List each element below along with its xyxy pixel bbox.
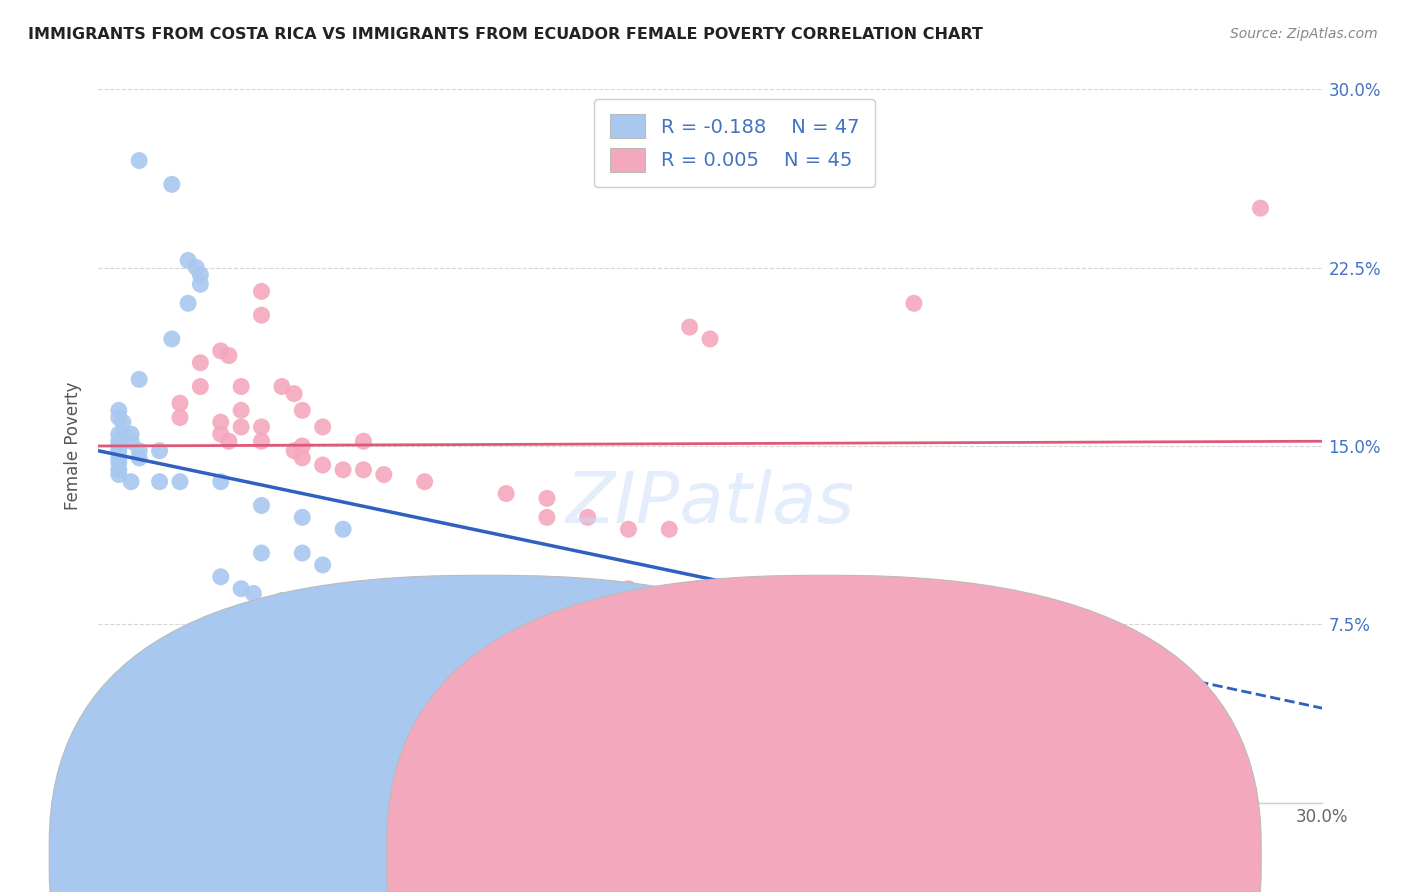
Point (903, 296, 925, 310)
Point (120, 475, 142, 489)
Point (209, 570, 232, 584)
Point (177, 253, 200, 268)
Point (209, 475, 232, 489)
Point (720, 610, 742, 624)
Point (177, 296, 200, 310)
Point (231, 403, 253, 417)
Point (332, 522, 354, 536)
Point (576, 510, 599, 524)
Point (283, 386, 305, 401)
Point (332, 463, 354, 477)
Point (283, 443, 305, 458)
Point (291, 450, 314, 465)
Point (801, 610, 824, 624)
Point (312, 558, 335, 572)
Point (413, 617, 436, 632)
Point (617, 582, 640, 596)
Point (169, 396, 191, 410)
Point (128, 443, 150, 458)
Point (108, 427, 131, 442)
Point (108, 434, 131, 449)
Point (270, 593, 294, 607)
Point (218, 434, 240, 449)
Text: Immigrants from Ecuador: Immigrants from Ecuador (844, 847, 1056, 865)
Point (352, 434, 374, 449)
Point (679, 320, 702, 334)
Point (250, 434, 273, 449)
Point (108, 456, 131, 470)
Point (250, 285, 273, 299)
Point (188, 379, 212, 393)
Point (250, 420, 273, 434)
Point (291, 439, 314, 453)
Point (120, 427, 142, 442)
Point (231, 420, 253, 434)
Point (169, 410, 191, 425)
Point (231, 582, 253, 596)
Point (699, 653, 721, 667)
Point (111, 415, 134, 429)
Point (128, 153, 150, 168)
Point (270, 379, 294, 393)
Point (332, 600, 354, 615)
Point (699, 332, 721, 346)
Point (658, 522, 681, 536)
Point (108, 403, 131, 417)
Point (965, 681, 987, 696)
Point (373, 467, 395, 482)
Point (413, 475, 436, 489)
Text: IMMIGRANTS FROM COSTA RICA VS IMMIGRANTS FROM ECUADOR FEMALE POVERTY CORRELATION: IMMIGRANTS FROM COSTA RICA VS IMMIGRANTS… (28, 27, 983, 42)
Point (120, 434, 142, 449)
Point (352, 463, 374, 477)
Point (108, 439, 131, 453)
Point (160, 332, 183, 346)
Point (617, 522, 640, 536)
Point (128, 450, 150, 465)
Y-axis label: Female Poverty: Female Poverty (65, 382, 83, 510)
Point (495, 629, 517, 643)
Point (373, 606, 395, 620)
Text: ZIPatlas: ZIPatlas (565, 468, 855, 538)
Point (108, 450, 131, 465)
Point (291, 546, 314, 560)
Point (291, 403, 314, 417)
Point (188, 277, 212, 292)
Point (108, 443, 131, 458)
Text: Source: ZipAtlas.com: Source: ZipAtlas.com (1230, 27, 1378, 41)
Point (312, 458, 335, 472)
Point (128, 372, 150, 386)
Point (108, 463, 131, 477)
Point (108, 467, 131, 482)
Point (209, 343, 232, 358)
Legend: R = -0.188    N = 47, R = 0.005    N = 45: R = -0.188 N = 47, R = 0.005 N = 45 (595, 99, 875, 187)
Point (188, 356, 212, 370)
Point (186, 260, 208, 275)
Point (699, 593, 721, 607)
Point (801, 665, 824, 679)
Point (169, 475, 191, 489)
Point (111, 427, 134, 442)
Point (495, 486, 517, 500)
Point (149, 443, 172, 458)
Point (242, 586, 264, 600)
Point (188, 268, 212, 282)
Point (250, 499, 273, 513)
Point (291, 510, 314, 524)
Point (1066, 617, 1088, 632)
Point (250, 546, 273, 560)
Point (218, 349, 240, 363)
Point (231, 379, 253, 393)
Point (149, 475, 172, 489)
Point (209, 415, 232, 429)
Point (312, 420, 335, 434)
Text: Immigrants from Costa Rica: Immigrants from Costa Rica (506, 847, 738, 865)
Point (108, 410, 131, 425)
Point (209, 427, 232, 442)
Point (536, 510, 558, 524)
Point (536, 491, 558, 506)
Point (1085, 629, 1108, 643)
Point (250, 308, 273, 322)
Point (1249, 201, 1271, 215)
Point (160, 178, 183, 192)
